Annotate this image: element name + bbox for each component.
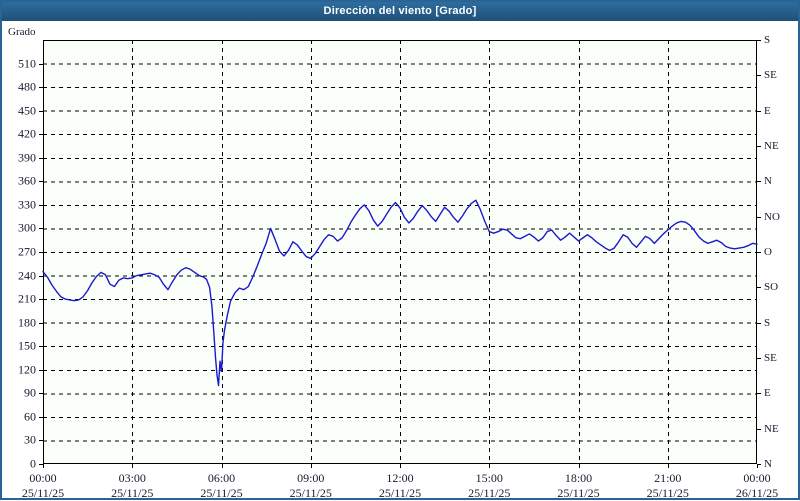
- x-axis-time-label: 00:00: [743, 471, 771, 485]
- data-series-line: [42, 199, 758, 387]
- x-axis-time-label: 18:00: [564, 471, 593, 485]
- right-axis-compass-label: S: [764, 316, 771, 329]
- x-axis-date-label: 25/11/25: [557, 486, 600, 500]
- x-axis-date-label: 25/11/25: [646, 486, 689, 500]
- y-axis-tick-label: 450: [18, 103, 36, 118]
- chart-plot-container: 0 30 60 90 120 150 180 210 240 270 300 330 360 390 420…: [2, 21, 798, 500]
- x-axis-date-label: 25/11/25: [468, 486, 511, 500]
- right-axis-compass-label: N: [764, 458, 772, 470]
- right-axis-compass-label: N: [764, 175, 772, 188]
- right-axis-compass-label: SO: [764, 281, 779, 294]
- y-axis-tick-label: 120: [18, 362, 36, 377]
- x-axis-time-label: 06:00: [207, 471, 236, 485]
- y-axis-tick-label: 420: [18, 126, 36, 141]
- y-axis-tick-label: 270: [18, 244, 36, 259]
- x-axis-time-label: 21:00: [654, 471, 682, 485]
- y-axis-tick-label: 30: [24, 432, 36, 447]
- y-axis-tick-label: 360: [18, 173, 36, 188]
- x-axis-date-label: 25/11/25: [21, 486, 65, 500]
- x-axis-date-label: 25/11/25: [289, 486, 332, 500]
- y-axis-tick-label: 210: [18, 291, 36, 306]
- x-axis-time-label: 15:00: [475, 471, 503, 485]
- right-axis-compass-label: E: [764, 104, 771, 117]
- x-axis-date-label: 25/11/25: [378, 486, 422, 500]
- window-title-bar: Dirección del viento [Grado]: [2, 2, 798, 21]
- right-axis-compass-label: E: [764, 387, 771, 400]
- y-axis-tick-label: 150: [18, 338, 36, 353]
- x-axis-date-label: 26/11/25: [735, 486, 779, 500]
- right-axis-compass-label: NE: [764, 140, 779, 152]
- y-axis-tick-label: 60: [24, 409, 36, 424]
- right-axis-compass-label: NO: [764, 210, 780, 223]
- y-axis-tick-label: 390: [18, 150, 36, 165]
- y-axis-tick-label: 240: [18, 268, 36, 283]
- y-axis-tick-label: 330: [18, 197, 36, 212]
- wind-direction-line-chart: [39, 40, 761, 468]
- y-axis-tick-label: 480: [18, 79, 36, 94]
- right-axis-compass-label: NE: [764, 422, 779, 435]
- right-axis-compass-label: SE: [764, 69, 777, 82]
- x-axis-date-label: 25/11/25: [111, 486, 154, 500]
- right-axis-compass-label: O: [764, 246, 772, 258]
- plot-frame: [43, 40, 757, 464]
- y-axis-tick-label: 300: [18, 220, 36, 235]
- y-axis-unit-label: Grado: [8, 26, 36, 38]
- y-axis-tick-label: 0: [30, 456, 36, 471]
- y-axis-tick-label: 510: [18, 56, 36, 71]
- y-axis-tick-label: 180: [18, 315, 36, 330]
- x-axis-date-label: 25/11/25: [200, 486, 243, 500]
- x-axis-time-label: 03:00: [118, 471, 146, 485]
- x-axis-time-label: 09:00: [297, 471, 325, 485]
- y-axis-tick-label: 90: [24, 385, 36, 400]
- right-axis-compass-label: S: [764, 34, 771, 46]
- right-axis-compass-label: SE: [764, 352, 777, 364]
- x-axis-time-label: 12:00: [386, 471, 414, 485]
- x-axis-time-label: 00:00: [29, 471, 57, 485]
